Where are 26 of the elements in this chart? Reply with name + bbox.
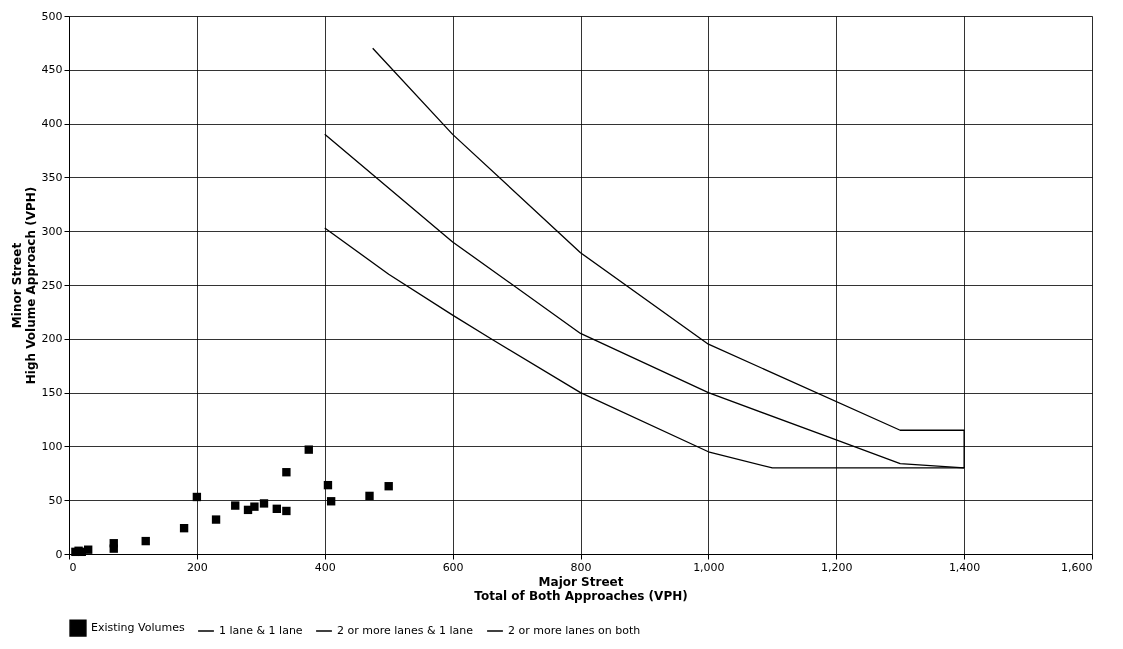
y-tick-label: 500 [41, 9, 63, 23]
x-tick-label: 1,000 [693, 560, 725, 574]
x-tick-label: 800 [570, 560, 592, 574]
y-axis-title: Minor Street High Volume Approach (VPH) [9, 186, 38, 385]
x-tick-label: 0 [69, 560, 77, 574]
x-tick-label: 200 [186, 560, 208, 574]
legend-label: 2 or more lanes & 1 lane [337, 624, 474, 637]
y-tick-label: 400 [41, 117, 63, 131]
y-tick-label: 450 [41, 63, 63, 77]
x-tick-label: 600 [442, 560, 464, 574]
y-tick-label: 150 [41, 386, 63, 400]
legend-label: Existing Volumes [91, 621, 185, 635]
y-tick-label: 350 [41, 170, 63, 184]
legend-label: 1 lane & 1 lane [219, 624, 303, 637]
x-tick-label: 1,600 [1061, 560, 1093, 574]
x-tick-label: 400 [314, 560, 336, 574]
y-tick-label: 300 [41, 224, 63, 238]
legend-label: 2 or more lanes on both [508, 624, 641, 637]
y-tick-label: 0 [55, 547, 63, 561]
y-tick-label: 50 [48, 493, 63, 507]
x-tick-label: 1,400 [948, 560, 981, 574]
x-tick-label: 1,200 [821, 560, 853, 574]
x-axis-title: Major Street Total of Both Approaches (VPH) [474, 574, 688, 603]
y-tick-label: 100 [41, 439, 63, 453]
y-tick-label: 200 [41, 332, 63, 346]
y-tick-label: 250 [41, 278, 63, 292]
